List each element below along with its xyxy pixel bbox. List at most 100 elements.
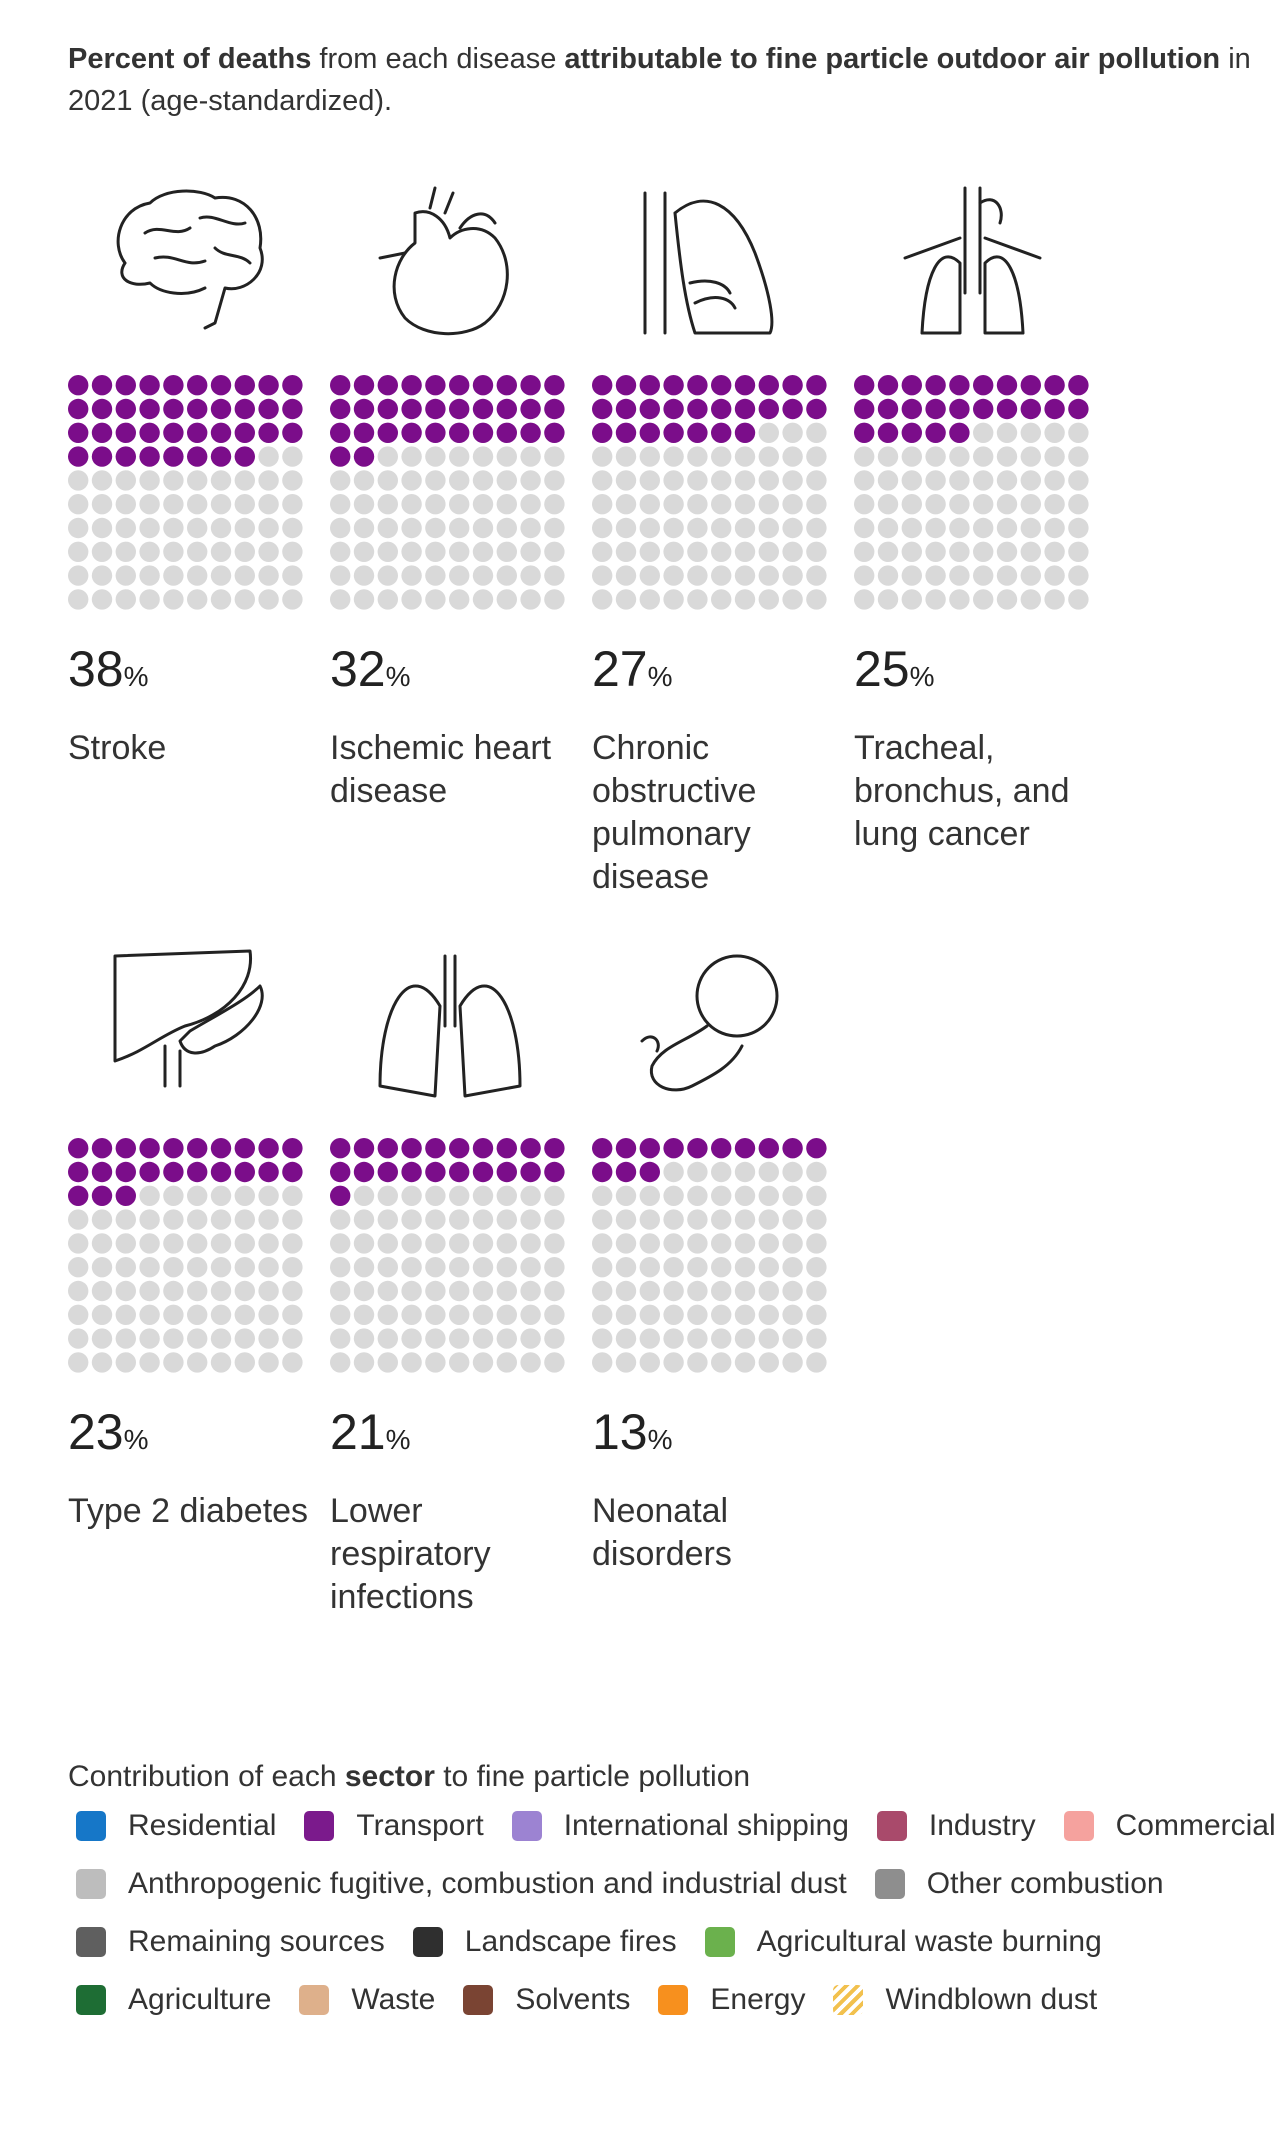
empty-dot (758, 1161, 779, 1183)
empty-dot (68, 1304, 89, 1325)
empty-dot (734, 589, 756, 610)
empty-dot (401, 1280, 422, 1302)
filled-dot (615, 422, 637, 443)
empty-dot (687, 446, 708, 467)
filled-dot (401, 398, 422, 420)
empty-dot (401, 565, 422, 586)
filled-dot (68, 1161, 89, 1183)
empty-dot (187, 565, 208, 586)
value: 21 (330, 1404, 386, 1460)
filled-dot (187, 375, 208, 396)
filled-dot (1020, 398, 1041, 420)
filled-dot (115, 422, 136, 443)
empty-dot (615, 1328, 637, 1349)
filled-dot (901, 422, 922, 443)
filled-dot (687, 375, 708, 396)
empty-dot (711, 1209, 732, 1230)
empty-dot (758, 1185, 779, 1206)
empty-dot (472, 1185, 494, 1206)
empty-dot (425, 1209, 446, 1230)
legend-label: Landscape fires (464, 1925, 677, 1958)
empty-dot (925, 446, 946, 467)
empty-dot (187, 1280, 208, 1302)
waffle (68, 375, 303, 610)
filled-dot (806, 375, 827, 396)
filled-dot (496, 398, 517, 420)
filled-dot (258, 422, 279, 443)
empty-dot (520, 494, 541, 515)
empty-dot (711, 541, 732, 562)
empty-dot (758, 589, 779, 610)
legend-item: Anthropogenic fugitive, combustion and i… (76, 1867, 847, 1900)
filled-dot (592, 375, 613, 396)
empty-dot (139, 565, 160, 586)
filled-dot (544, 398, 565, 420)
empty-dot (187, 589, 208, 610)
filled-dot (449, 1161, 470, 1183)
empty-dot (449, 1304, 470, 1325)
filled-dot (139, 1161, 160, 1183)
empty-dot (496, 1328, 517, 1349)
empty-dot (353, 565, 375, 586)
filled-dot (163, 1138, 184, 1159)
filled-dot (258, 1161, 279, 1183)
filled-dot (782, 375, 803, 396)
legend-label: Residential (128, 1809, 277, 1842)
percent-label: 23% (68, 1403, 149, 1461)
empty-dot (187, 517, 208, 539)
filled-dot (163, 446, 184, 467)
empty-dot (91, 565, 113, 586)
filled-dot (925, 398, 946, 420)
empty-dot (472, 1233, 494, 1254)
empty-dot (187, 541, 208, 562)
empty-dot (1044, 517, 1065, 539)
empty-dot (711, 1304, 732, 1325)
empty-dot (1020, 589, 1041, 610)
filled-dot (210, 1161, 232, 1183)
percent-label: 21% (330, 1403, 411, 1461)
empty-dot (1020, 422, 1041, 443)
unit: % (385, 661, 411, 692)
empty-dot (901, 494, 922, 515)
empty-dot (139, 1328, 160, 1349)
empty-dot (377, 1257, 398, 1278)
legend-swatch (704, 1927, 735, 1957)
empty-dot (711, 1161, 732, 1183)
title-run: attributable to fine particle outdoor ai… (564, 43, 1221, 75)
empty-dot (115, 1280, 136, 1302)
empty-dot (639, 1209, 660, 1230)
empty-dot (1068, 517, 1089, 539)
empty-dot (806, 1209, 827, 1230)
empty-dot (615, 470, 637, 491)
filled-dot (115, 375, 136, 396)
empty-dot (472, 589, 494, 610)
value: 13 (592, 1404, 648, 1460)
empty-dot (663, 1209, 684, 1230)
empty-dot (1044, 494, 1065, 515)
empty-dot (163, 1233, 184, 1254)
filled-dot (353, 398, 375, 420)
empty-dot (734, 494, 756, 515)
empty-dot (401, 1328, 422, 1349)
empty-dot (711, 494, 732, 515)
empty-dot (496, 1185, 517, 1206)
filled-dot (615, 398, 637, 420)
empty-dot (449, 541, 470, 562)
empty-dot (806, 1233, 827, 1254)
empty-dot (234, 589, 255, 610)
empty-dot (139, 494, 160, 515)
legend-swatch (412, 1927, 443, 1957)
empty-dot (544, 494, 565, 515)
legend-item: Waste (299, 1983, 435, 2016)
empty-dot (163, 565, 184, 586)
empty-dot (806, 541, 827, 562)
empty-dot (949, 446, 970, 467)
empty-dot (734, 1209, 756, 1230)
empty-dot (544, 1352, 565, 1373)
empty-dot (520, 446, 541, 467)
empty-dot (353, 1257, 375, 1278)
empty-dot (282, 1185, 303, 1206)
unit: % (123, 1424, 149, 1455)
filled-dot (68, 375, 89, 396)
empty-dot (282, 1233, 303, 1254)
